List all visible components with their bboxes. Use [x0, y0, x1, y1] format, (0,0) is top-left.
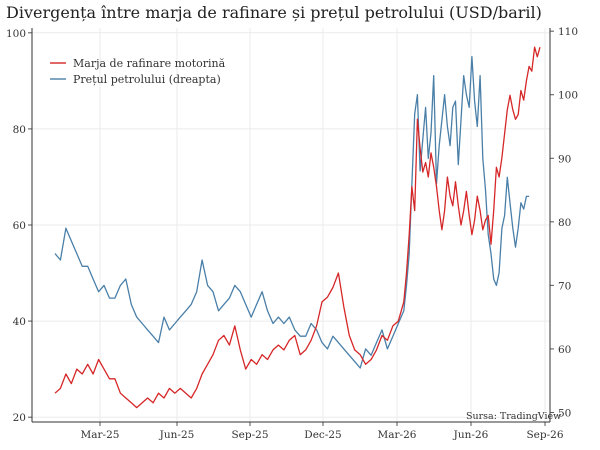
y-right-tick-label: 70	[558, 280, 571, 292]
y-right-tick-label: 110	[558, 26, 578, 38]
chart-title: Divergența între marja de rafinare și pr…	[6, 3, 542, 22]
y-right-tick-label: 50	[558, 407, 571, 419]
y-left-tick-label: 40	[13, 316, 26, 328]
y-right-tick-label: 80	[558, 217, 571, 229]
x-tick-label: Mar-25	[81, 429, 120, 441]
x-tick-label: Dec-25	[304, 429, 341, 441]
y-left-tick-label: 60	[13, 220, 26, 232]
axes: Mar-25 Jun-25 Sep-25 Dec-25 Mar-26 Jun-26 Sep-…	[6, 26, 578, 441]
x-tick-label: Jun-26	[453, 429, 489, 441]
legend: Marja de rafinare motorină Prețul petrol…	[50, 57, 226, 86]
x-tick-label: Jun-25	[159, 429, 195, 441]
source-note: Sursa: TradingView	[466, 411, 561, 422]
legend-label-refining-margin: Marja de rafinare motorină	[73, 57, 226, 70]
x-tick-label: Sep-26	[526, 429, 563, 441]
series-lines	[54, 46, 541, 409]
grid	[32, 28, 550, 422]
y-right-tick-label: 60	[558, 344, 571, 356]
legend-label-oil-price: Prețul petrolului (dreapta)	[73, 73, 221, 86]
x-tick-label: Mar-26	[378, 429, 417, 441]
x-tick-label: Sep-25	[231, 429, 268, 441]
y-left-tick-label: 100	[6, 28, 26, 40]
y-left-tick-label: 80	[13, 124, 26, 136]
series-line-oil-price	[54, 55, 530, 369]
series-line-refining-margin	[54, 46, 541, 409]
y-right-tick-label: 100	[558, 90, 578, 102]
y-left-tick-label: 20	[13, 412, 26, 424]
y-right-tick-label: 90	[558, 153, 571, 165]
